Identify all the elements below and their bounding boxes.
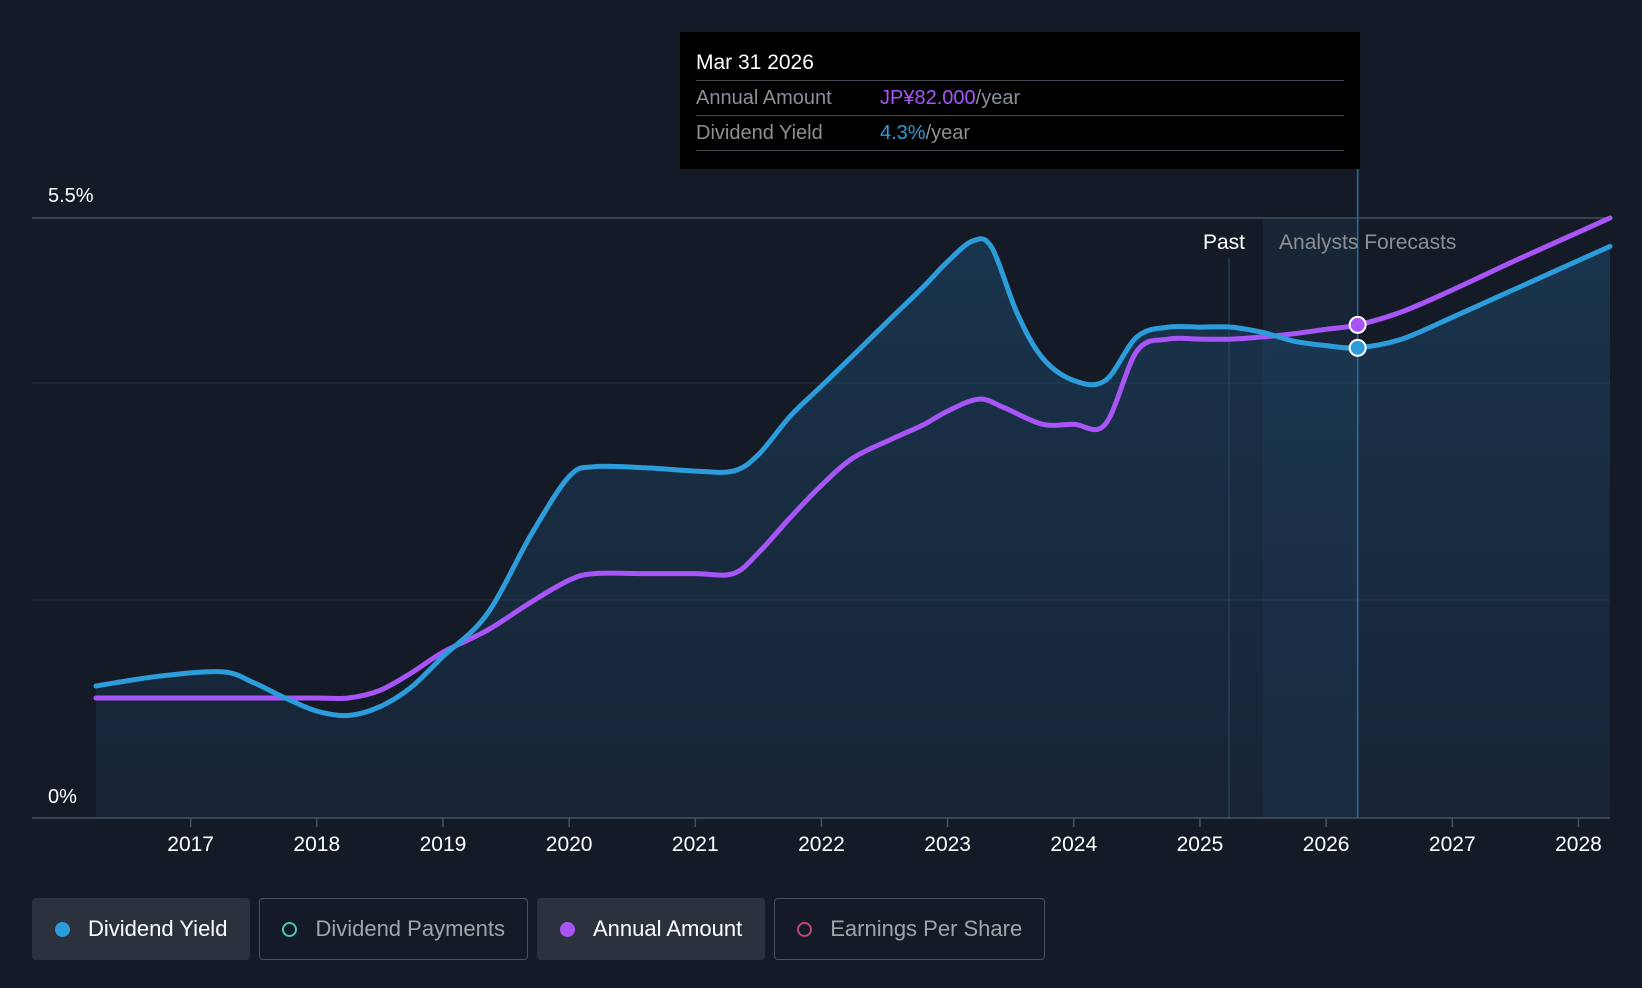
y-tick-label: 0% [48,786,77,808]
x-axis-labels: 2017 2018 2019 2020 2021 2022 2023 2024 2025 2026… [167,833,1602,856]
dividend-yield-area [96,238,1610,818]
legend-label: Dividend Payments [315,916,505,941]
tooltip: Mar 31 2026 Annual Amount JP¥82.000 /yea… [680,32,1360,169]
x-tick-label: 2022 [798,833,845,856]
tooltip-label: Annual Amount [696,87,832,109]
annual-amount-line [93,215,1613,702]
dividend-payments-dot-icon [282,921,298,937]
x-tick-label: 2025 [1177,833,1224,856]
annual-amount-hover-point [1348,315,1367,334]
past-label: Past [1203,231,1245,254]
earnings-per-share-dot-icon [797,921,813,937]
x-tick-label: 2023 [924,833,971,856]
x-tick-label: 2028 [1555,833,1602,856]
legend-label: Annual Amount [592,916,743,941]
x-tick-label: 2019 [420,833,467,856]
legend-label: Dividend Yield [88,916,228,941]
x-tick-label: 2017 [167,833,214,856]
x-tick-label: 2021 [672,833,719,856]
x-axis-ticks [189,818,1580,827]
legend-label: Earnings Per Share [830,916,1023,941]
legend: Dividend Yield Dividend Payments Annual … [32,898,1046,960]
tooltip-unit: /year [925,122,971,144]
legend-dividend-yield-button[interactable]: Dividend Yield [32,898,251,960]
x-tick-label: 2024 [1050,833,1097,856]
y-tick-label: 5.5% [48,185,94,207]
dividend-yield-hover-point [1348,338,1367,357]
tooltip-date: Mar 31 2026 [696,46,1344,81]
x-tick-label: 2026 [1303,833,1350,856]
legend-earnings-per-share-button[interactable]: Earnings Per Share [774,898,1046,960]
tooltip-value: JP¥82.000 [880,87,976,109]
tooltip-label: Dividend Yield [696,122,823,144]
legend-dividend-payments-button[interactable]: Dividend Payments [259,898,528,960]
x-tick-label: 2027 [1429,833,1476,856]
tooltip-unit: /year [975,87,1021,109]
tooltip-value: 4.3% [880,122,926,144]
legend-annual-amount-button[interactable]: Annual Amount [536,898,766,960]
x-tick-label: 2018 [293,833,340,856]
dividend-yield-line [93,236,1613,719]
x-tick-label: 2020 [546,833,593,856]
tooltip-row-annual-amount: Annual Amount JP¥82.000 /year [696,81,1344,116]
dividend-yield-dot-icon [55,921,70,937]
forecast-label: Analysts Forecasts [1279,231,1456,254]
y-axis-labels: 0% 5.5% [48,185,94,808]
annual-amount-dot-icon [559,921,575,937]
tooltip-row-dividend-yield: Dividend Yield 4.3% /year [696,116,1344,151]
